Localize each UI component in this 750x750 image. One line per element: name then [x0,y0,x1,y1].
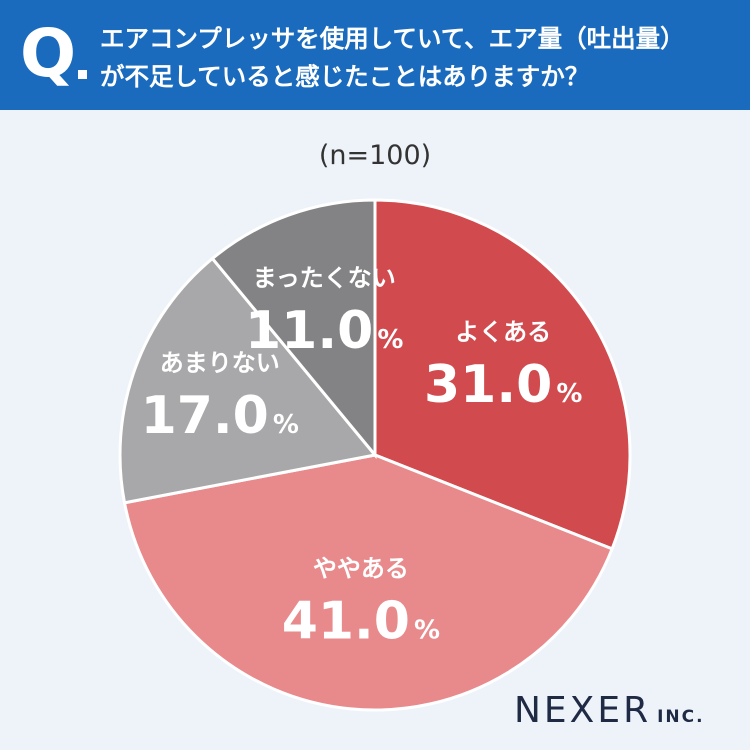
sample-size: (n=100) [318,140,432,171]
pie-slice-3 [118,256,378,505]
slice-value-1: 31.0% [424,355,582,415]
q-dot-icon [78,70,87,79]
slice-value-3: 17.0% [141,386,299,446]
brand-logo: NEXER INC. [514,690,705,731]
pie-slice-2 [122,453,615,712]
brand-suffix: INC. [657,707,705,727]
slice-value-2: 41.0% [282,591,440,651]
brand-name: NEXER [514,690,652,731]
slice-value-4: 11.0% [245,301,403,361]
slice-label-4: まったくない [253,264,396,292]
slice-label-2: ややある [313,554,409,582]
pie-slice-1 [373,198,632,551]
pie-slice-4 [210,198,377,460]
q-mark: Q [20,15,77,92]
question-text: エアコンプレッサを使用していて、エア量（吐出量） が不足していると感じたことはあ… [100,24,685,91]
question-header: Q エアコンプレッサを使用していて、エア量（吐出量） が不足していると感じたこと… [0,0,750,110]
slice-label-3: あまりない [160,349,280,377]
slice-label-1: よくある [455,318,551,346]
